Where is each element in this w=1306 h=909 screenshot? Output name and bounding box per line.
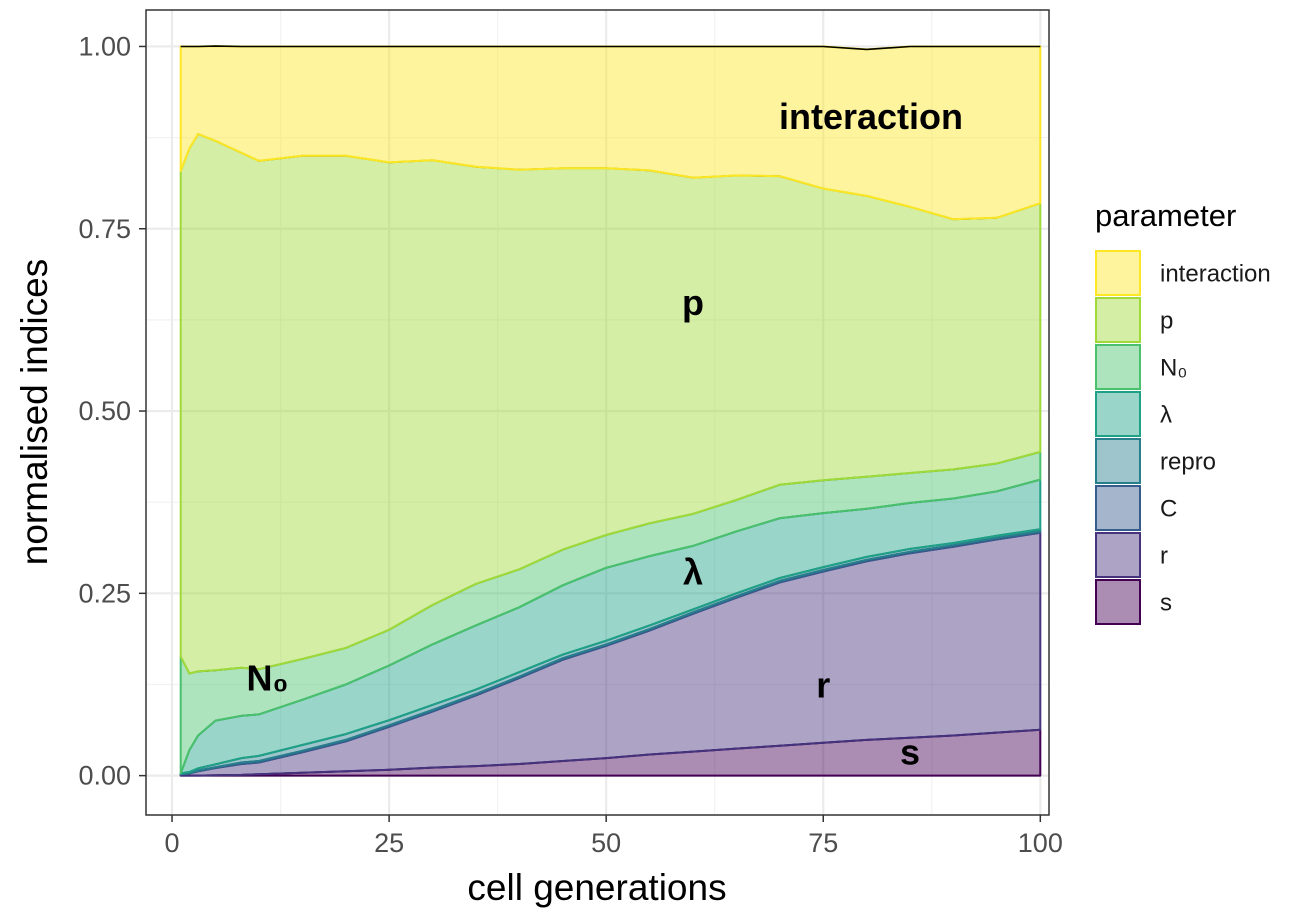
band-label-s: s (900, 732, 920, 773)
legend-swatch-n0 (1095, 344, 1141, 390)
legend-item-c: C (1095, 485, 1177, 531)
legend-label-p: p (1160, 308, 1173, 335)
band-label-interaction: interaction (779, 96, 963, 137)
area-layer (179, 45, 1042, 777)
y-tick-label: 0.25 (78, 578, 131, 608)
legend-title: parameter (1095, 198, 1236, 233)
x-tick-label: 75 (808, 828, 838, 858)
legend-item-p: p (1095, 297, 1173, 343)
legend-swatch-p (1095, 297, 1141, 343)
boundary-line-interaction (180, 45, 1041, 51)
x-tick-label: 100 (1018, 828, 1063, 858)
y-tick-label: 0.00 (78, 761, 131, 791)
band-labels: interaction p N₀ λ r s (246, 96, 963, 773)
y-tick-label: 0.50 (78, 396, 131, 426)
legend-item-repro: repro (1095, 438, 1216, 484)
legend-label-n0: N₀ (1160, 355, 1187, 382)
band-label-lambda: λ (683, 552, 703, 593)
legend-swatch-lambda (1095, 391, 1141, 437)
band-label-p: p (682, 282, 704, 323)
legend-item-lambda: λ (1095, 391, 1172, 437)
y-tick-label: 1.00 (78, 31, 131, 61)
legend: parameter interaction p N₀ λ repro Crs (1095, 198, 1271, 625)
legend-label-r: r (1160, 543, 1168, 570)
legend-label-lambda: λ (1160, 402, 1172, 429)
band-label-r: r (816, 665, 830, 706)
legend-label-c: C (1160, 496, 1177, 523)
panel-border (145, 9, 1050, 816)
legend-label-repro: repro (1160, 449, 1216, 476)
legend-item-n0: N₀ (1095, 344, 1187, 390)
legend-swatch-r (1095, 532, 1141, 578)
legend-swatch-c (1095, 485, 1141, 531)
legend-label-interaction: interaction (1160, 261, 1271, 288)
legend-swatch-s (1095, 579, 1141, 625)
legend-items: interaction p N₀ λ repro Crs (1095, 250, 1271, 625)
legend-swatch-interaction (1095, 250, 1141, 296)
band-label-n0: N₀ (246, 657, 288, 698)
x-tick-label: 0 (165, 828, 180, 858)
x-axis-title: cell generations (467, 867, 726, 908)
legend-swatch-repro (1095, 438, 1141, 484)
y-axis-title: normalised indices (14, 259, 55, 565)
axis-ticks: 0 25 50 75 100 0.00 0.25 0.50 0.75 1.00 (78, 31, 1062, 858)
y-tick-label: 0.75 (78, 214, 131, 244)
legend-item-s: s (1095, 579, 1172, 625)
x-tick-label: 50 (591, 828, 621, 858)
legend-item-interaction: interaction (1095, 250, 1271, 296)
legend-item-r: r (1095, 532, 1168, 578)
x-tick-label: 25 (374, 828, 404, 858)
legend-label-s: s (1160, 590, 1172, 617)
